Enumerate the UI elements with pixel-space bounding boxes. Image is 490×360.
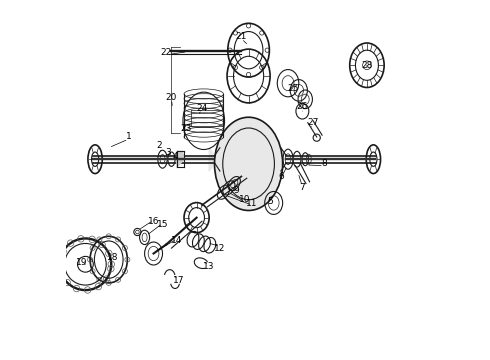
- Text: 10: 10: [239, 195, 251, 204]
- Text: 14: 14: [171, 237, 183, 246]
- Text: 15: 15: [157, 220, 168, 229]
- Text: 12: 12: [214, 244, 225, 253]
- Text: 6: 6: [278, 172, 284, 181]
- Text: 24: 24: [196, 104, 208, 113]
- Text: 13: 13: [203, 262, 215, 271]
- Text: 7: 7: [299, 183, 305, 192]
- Polygon shape: [209, 148, 215, 171]
- Text: 18: 18: [106, 253, 118, 262]
- Ellipse shape: [215, 117, 283, 211]
- Text: 4: 4: [172, 152, 178, 161]
- Text: 9: 9: [233, 186, 239, 195]
- Text: 5: 5: [267, 197, 273, 206]
- Text: 20: 20: [166, 93, 177, 102]
- Text: 19: 19: [76, 258, 88, 267]
- Text: 28: 28: [361, 61, 372, 70]
- Text: 16: 16: [148, 217, 159, 226]
- Text: 23: 23: [180, 123, 192, 132]
- Text: 11: 11: [246, 199, 258, 208]
- Text: 8: 8: [321, 159, 327, 168]
- Text: 3: 3: [165, 148, 171, 157]
- Text: 21: 21: [236, 32, 247, 41]
- Text: 2: 2: [156, 141, 162, 150]
- Polygon shape: [177, 151, 184, 167]
- Text: 26: 26: [296, 102, 308, 111]
- Text: 1: 1: [125, 132, 131, 141]
- Text: 17: 17: [173, 276, 184, 285]
- Text: 22: 22: [161, 48, 171, 57]
- Text: 27: 27: [307, 118, 319, 127]
- Text: 25: 25: [288, 84, 299, 93]
